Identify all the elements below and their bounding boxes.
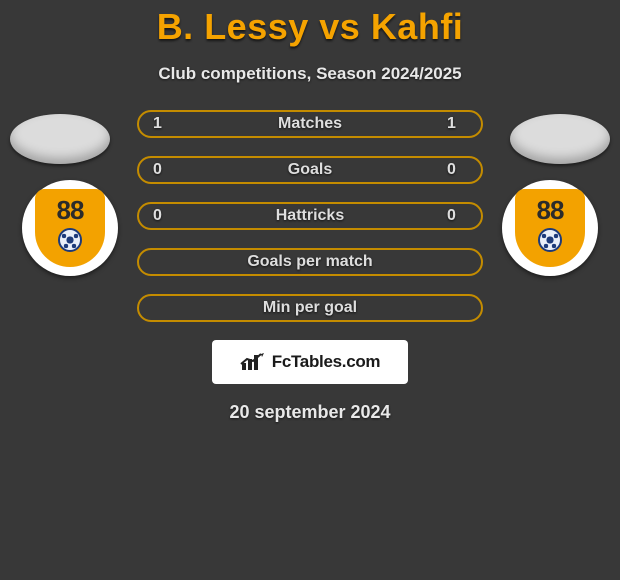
stat-row-min-per-goal: Min per goal (137, 294, 483, 322)
comparison-panel: 88 88 1 Matches 1 0 Goals 0 0 Hat (0, 110, 620, 423)
stat-row-goals: 0 Goals 0 (137, 156, 483, 184)
comparison-card: B. Lessy vs Kahfi Club competitions, Sea… (0, 0, 620, 580)
stat-row-matches: 1 Matches 1 (137, 110, 483, 138)
stat-right-value: 0 (447, 207, 467, 225)
player-avatar-right (510, 114, 610, 164)
club-shield-left: 88 (35, 189, 105, 267)
stat-left-value: 1 (153, 115, 173, 133)
stat-right-value: 1 (447, 115, 467, 133)
club-logo-left: 88 (22, 180, 118, 276)
subtitle: Club competitions, Season 2024/2025 (0, 64, 620, 84)
club-shield-right: 88 (515, 189, 585, 267)
stat-label: Goals (173, 161, 447, 179)
soccer-ball-icon (538, 228, 562, 252)
stat-label: Matches (173, 115, 447, 133)
club-badge-number-left: 88 (57, 195, 84, 226)
stat-label: Hattricks (173, 207, 447, 225)
player-avatar-left (10, 114, 110, 164)
brand-box[interactable]: FcTables.com (212, 340, 408, 384)
club-badge-number-right: 88 (537, 195, 564, 226)
stat-rows: 1 Matches 1 0 Goals 0 0 Hattricks 0 Goal… (137, 110, 483, 322)
stat-label: Goals per match (173, 253, 447, 271)
date-text: 20 september 2024 (0, 402, 620, 423)
soccer-ball-icon (58, 228, 82, 252)
stat-left-value: 0 (153, 161, 173, 179)
brand-label: FcTables.com (272, 352, 381, 372)
bar-chart-icon (240, 352, 266, 372)
club-logo-right: 88 (502, 180, 598, 276)
stat-row-hattricks: 0 Hattricks 0 (137, 202, 483, 230)
stat-row-goals-per-match: Goals per match (137, 248, 483, 276)
stat-label: Min per goal (173, 299, 447, 317)
stat-right-value: 0 (447, 161, 467, 179)
page-title: B. Lessy vs Kahfi (0, 6, 620, 48)
stat-left-value: 0 (153, 207, 173, 225)
